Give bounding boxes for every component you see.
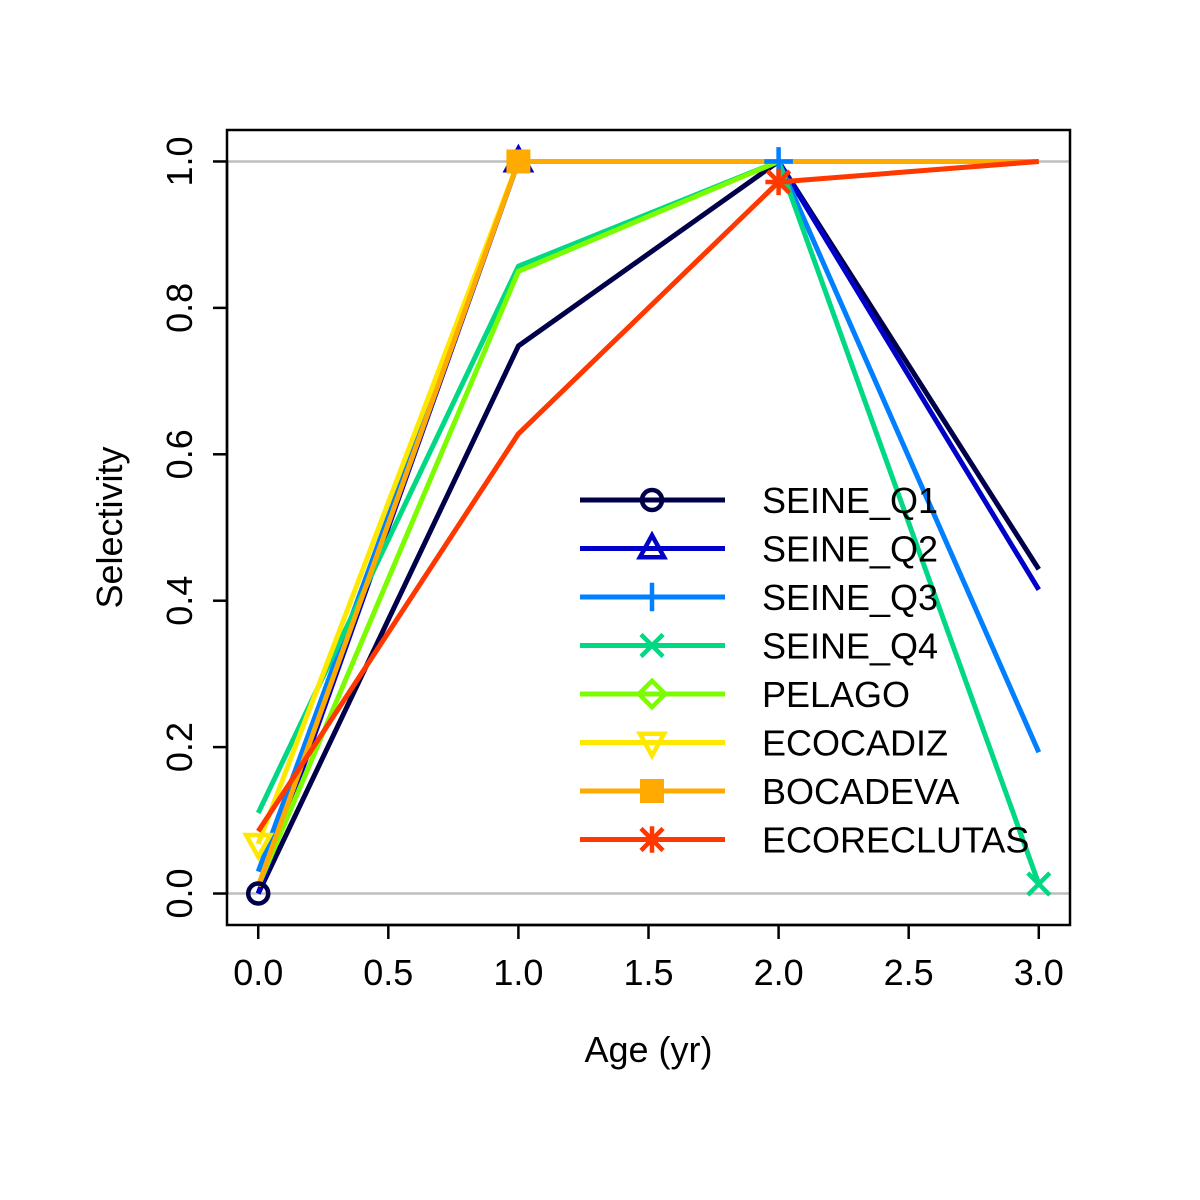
y-tick-label: 0.0 bbox=[159, 868, 200, 918]
legend-marker bbox=[639, 632, 665, 659]
x-tick-label: 0.0 bbox=[233, 952, 283, 993]
y-axis: 0.0 0.2 0.4 0.6 0.8 1.0 bbox=[159, 136, 229, 919]
legend-label: SEINE_Q2 bbox=[762, 529, 938, 570]
data-point-ecoreclutas bbox=[765, 168, 792, 196]
legend: SEINE_Q1 SEINE_Q2 SEINE_Q3 SEINE_Q4 PELAGO EC… bbox=[580, 480, 1029, 861]
legend-marker bbox=[638, 826, 666, 853]
legend-marker bbox=[640, 779, 664, 803]
series-lines bbox=[255, 158, 1042, 895]
y-tick-label: 1.0 bbox=[159, 136, 200, 186]
x-tick-label: 1.5 bbox=[623, 952, 673, 993]
series-line-bocadeva bbox=[255, 158, 1039, 888]
legend-item-seine-q3: SEINE_Q3 bbox=[580, 577, 938, 618]
x-axis: 0.0 0.5 1.0 1.5 2.0 2.5 3.0 bbox=[233, 923, 1064, 993]
data-point-seine-q4 bbox=[1026, 871, 1052, 897]
x-tick-label: 0.5 bbox=[363, 952, 413, 993]
legend-label: BOCADEVA bbox=[762, 771, 959, 812]
legend-marker bbox=[637, 582, 667, 612]
x-tick-label: 2.5 bbox=[884, 952, 934, 993]
legend-marker bbox=[636, 731, 668, 761]
legend-label: ECOCADIZ bbox=[762, 723, 948, 764]
legend-item-ecoreclutas: ECORECLUTAS bbox=[580, 820, 1029, 861]
legend-label: SEINE_Q4 bbox=[762, 626, 938, 667]
legend-marker bbox=[635, 677, 669, 711]
x-tick-label: 1.0 bbox=[493, 952, 543, 993]
legend-item-seine-q4: SEINE_Q4 bbox=[580, 626, 938, 667]
legend-item-ecocadiz: ECOCADIZ bbox=[580, 723, 948, 764]
data-point-ecocadiz bbox=[242, 832, 275, 862]
legend-item-bocadeva: BOCADEVA bbox=[580, 771, 959, 812]
y-axis-title: Selectivity bbox=[89, 446, 130, 608]
x-tick-label: 3.0 bbox=[1014, 952, 1064, 993]
x-axis-title: Age (yr) bbox=[584, 1029, 712, 1070]
legend-marker bbox=[636, 530, 668, 560]
legend-marker bbox=[639, 487, 665, 513]
legend-label: SEINE_Q3 bbox=[762, 577, 938, 618]
legend-label: ECORECLUTAS bbox=[762, 820, 1029, 861]
legend-label: SEINE_Q1 bbox=[762, 480, 938, 521]
y-tick-label: 0.2 bbox=[159, 722, 200, 772]
data-point-seine-q1 bbox=[245, 881, 271, 906]
legend-item-seine-q1: SEINE_Q1 bbox=[580, 480, 938, 521]
data-point-bocadeva bbox=[506, 149, 531, 174]
x-tick-label: 2.0 bbox=[754, 952, 804, 993]
series-line-seine-q1 bbox=[255, 158, 1041, 895]
legend-label: PELAGO bbox=[762, 674, 910, 715]
legend-item-pelago: PELAGO bbox=[580, 674, 910, 715]
y-tick-label: 0.4 bbox=[159, 576, 200, 626]
y-tick-label: 0.6 bbox=[159, 429, 200, 479]
series-line-ecoreclutas bbox=[256, 158, 1039, 833]
y-tick-label: 0.8 bbox=[159, 283, 200, 333]
legend-item-seine-q2: SEINE_Q2 bbox=[580, 529, 938, 570]
series-markers bbox=[242, 143, 1052, 906]
